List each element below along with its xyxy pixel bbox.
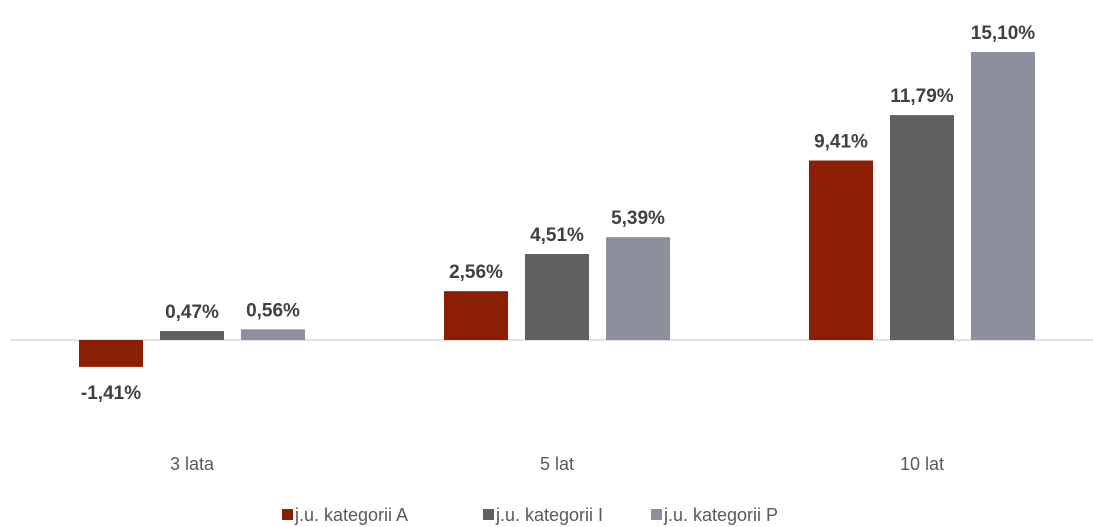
bar	[160, 331, 224, 340]
legend-swatch	[282, 509, 293, 520]
value-label: 0,56%	[246, 300, 300, 321]
value-label: -1,41%	[81, 383, 141, 404]
legend-swatch	[651, 509, 662, 520]
bar	[525, 253, 589, 340]
value-label: 2,56%	[449, 262, 503, 283]
bar	[241, 329, 305, 340]
value-label: 4,51%	[530, 225, 584, 246]
legend-swatch	[483, 509, 494, 520]
x-tick-label: 10 lat	[900, 454, 944, 474]
legend-label: j.u. kategorii P	[663, 505, 778, 525]
x-tick-label: 5 lat	[540, 454, 574, 474]
bar	[890, 115, 954, 340]
value-label: 11,79%	[890, 86, 953, 107]
legend-label: j.u. kategorii I	[495, 505, 603, 525]
bar	[606, 237, 670, 340]
value-label: 5,39%	[611, 208, 665, 229]
x-tick-label: 3 lata	[170, 454, 215, 474]
bar	[444, 291, 508, 340]
value-label: 15,10%	[971, 23, 1036, 44]
value-label: 0,47%	[165, 302, 219, 323]
bar	[971, 52, 1035, 340]
legend-label: j.u. kategorii A	[294, 505, 408, 525]
bar	[809, 160, 873, 340]
bar	[79, 340, 143, 367]
value-label: 9,41%	[814, 132, 868, 153]
